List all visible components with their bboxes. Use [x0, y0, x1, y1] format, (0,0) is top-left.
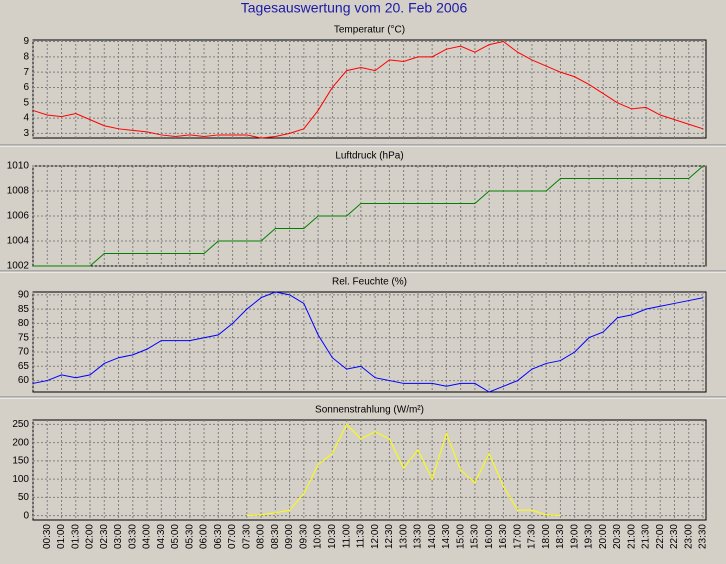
- panel-title: Rel. Feuchte (%): [332, 277, 407, 288]
- x-tick-label: 19:30: [584, 524, 595, 549]
- y-tick-label: 100: [12, 474, 29, 485]
- y-tick-label: 1010: [7, 161, 30, 172]
- y-tick-label: 6: [23, 82, 29, 93]
- x-tick-label: 11:00: [341, 524, 352, 549]
- x-tick-label: 02:30: [99, 524, 110, 549]
- y-tick-label: 150: [12, 456, 29, 467]
- x-tick-label: 20:00: [598, 524, 609, 549]
- x-tick-label: 04:30: [156, 524, 167, 549]
- y-tick-label: 75: [18, 332, 30, 343]
- y-tick-label: 80: [18, 318, 30, 329]
- y-tick-label: 200: [12, 437, 29, 448]
- x-tick-label: 17:30: [527, 524, 538, 549]
- x-tick-label: 06:30: [213, 524, 224, 549]
- y-tick-label: 8: [23, 51, 29, 62]
- x-tick-label: 14:00: [427, 524, 438, 549]
- x-tick-label: 03:30: [127, 524, 138, 549]
- panel-title: Luftdruck (hPa): [335, 151, 403, 162]
- x-tick-label: 07:00: [227, 524, 238, 549]
- y-tick-label: 7: [23, 67, 29, 78]
- y-tick-label: 1002: [7, 261, 30, 272]
- x-tick-label: 04:00: [142, 524, 153, 549]
- x-tick-label: 08:00: [256, 524, 267, 549]
- x-tick-label: 12:30: [384, 524, 395, 549]
- x-tick-label: 10:00: [313, 524, 324, 549]
- x-tick-label: 19:00: [569, 524, 580, 549]
- data-line: [32, 291, 704, 393]
- plot-area: [32, 291, 707, 393]
- y-tick-label: 65: [18, 361, 30, 372]
- x-tick-label: 21:00: [626, 524, 637, 549]
- y-tick-label: 85: [18, 304, 30, 315]
- x-tick-label: 11:30: [356, 524, 367, 549]
- y-tick-label: 9: [23, 36, 29, 47]
- x-tick-label: 14:30: [441, 524, 452, 549]
- x-tick-label: 16:30: [498, 524, 509, 549]
- x-tick-label: 17:00: [512, 524, 523, 549]
- x-tick-label: 10:30: [327, 524, 338, 549]
- panel-title: Temperatur (°C): [334, 25, 405, 36]
- y-tick-label: 60: [18, 375, 30, 386]
- x-tick-label: 03:00: [113, 524, 124, 549]
- x-tick-label: 15:00: [455, 524, 466, 549]
- x-tick-label: 12:00: [370, 524, 381, 549]
- x-tick-label: 23:00: [683, 524, 694, 549]
- y-tick-label: 3: [23, 128, 29, 139]
- y-tick-label: 1004: [7, 236, 30, 247]
- x-tick-label: 21:30: [641, 524, 652, 549]
- x-tick-label: 07:30: [241, 524, 252, 549]
- x-tick-label: 08:30: [270, 524, 281, 549]
- data-line: [33, 165, 704, 267]
- x-tick-label: 05:00: [170, 524, 181, 549]
- x-tick-label: 22:30: [669, 524, 680, 549]
- x-tick-label: 02:00: [85, 524, 96, 549]
- plot-area: [32, 39, 707, 139]
- x-tick-label: 05:30: [184, 524, 195, 549]
- y-tick-label: 5: [23, 97, 29, 108]
- y-tick-label: 4: [23, 113, 29, 124]
- x-tick-label: 23:30: [698, 524, 709, 549]
- x-tick-label: 13:30: [413, 524, 424, 549]
- x-tick-label: 18:00: [541, 524, 552, 549]
- x-tick-label: 06:00: [199, 524, 210, 549]
- plot-area: [32, 419, 707, 521]
- x-tick-label: 01:00: [56, 524, 67, 549]
- x-tick-label: 00:30: [42, 524, 53, 549]
- x-tick-label: 22:00: [655, 524, 666, 549]
- x-tick-label: 01:30: [70, 524, 81, 549]
- y-tick-label: 90: [18, 289, 30, 300]
- y-tick-label: 50: [18, 492, 30, 503]
- y-tick-label: 70: [18, 347, 30, 358]
- data-line: [246, 423, 561, 517]
- y-tick-label: 1006: [7, 211, 30, 222]
- x-tick-label: 09:30: [298, 524, 309, 549]
- y-tick-label: 0: [23, 510, 29, 521]
- x-tick-label: 09:00: [284, 524, 295, 549]
- page-title: Tagesauswertung vom 20. Feb 2006: [241, 0, 468, 16]
- x-tick-label: 13:00: [398, 524, 409, 549]
- y-tick-label: 1008: [7, 186, 30, 197]
- panel-title: Sonnenstrahlung (W/m²): [315, 405, 424, 416]
- x-tick-label: 15:30: [470, 524, 481, 549]
- x-tick-label: 16:00: [484, 524, 495, 549]
- data-line: [32, 40, 704, 139]
- x-tick-label: 20:30: [612, 524, 623, 549]
- x-tick-label: 18:30: [555, 524, 566, 549]
- y-tick-label: 250: [12, 419, 29, 430]
